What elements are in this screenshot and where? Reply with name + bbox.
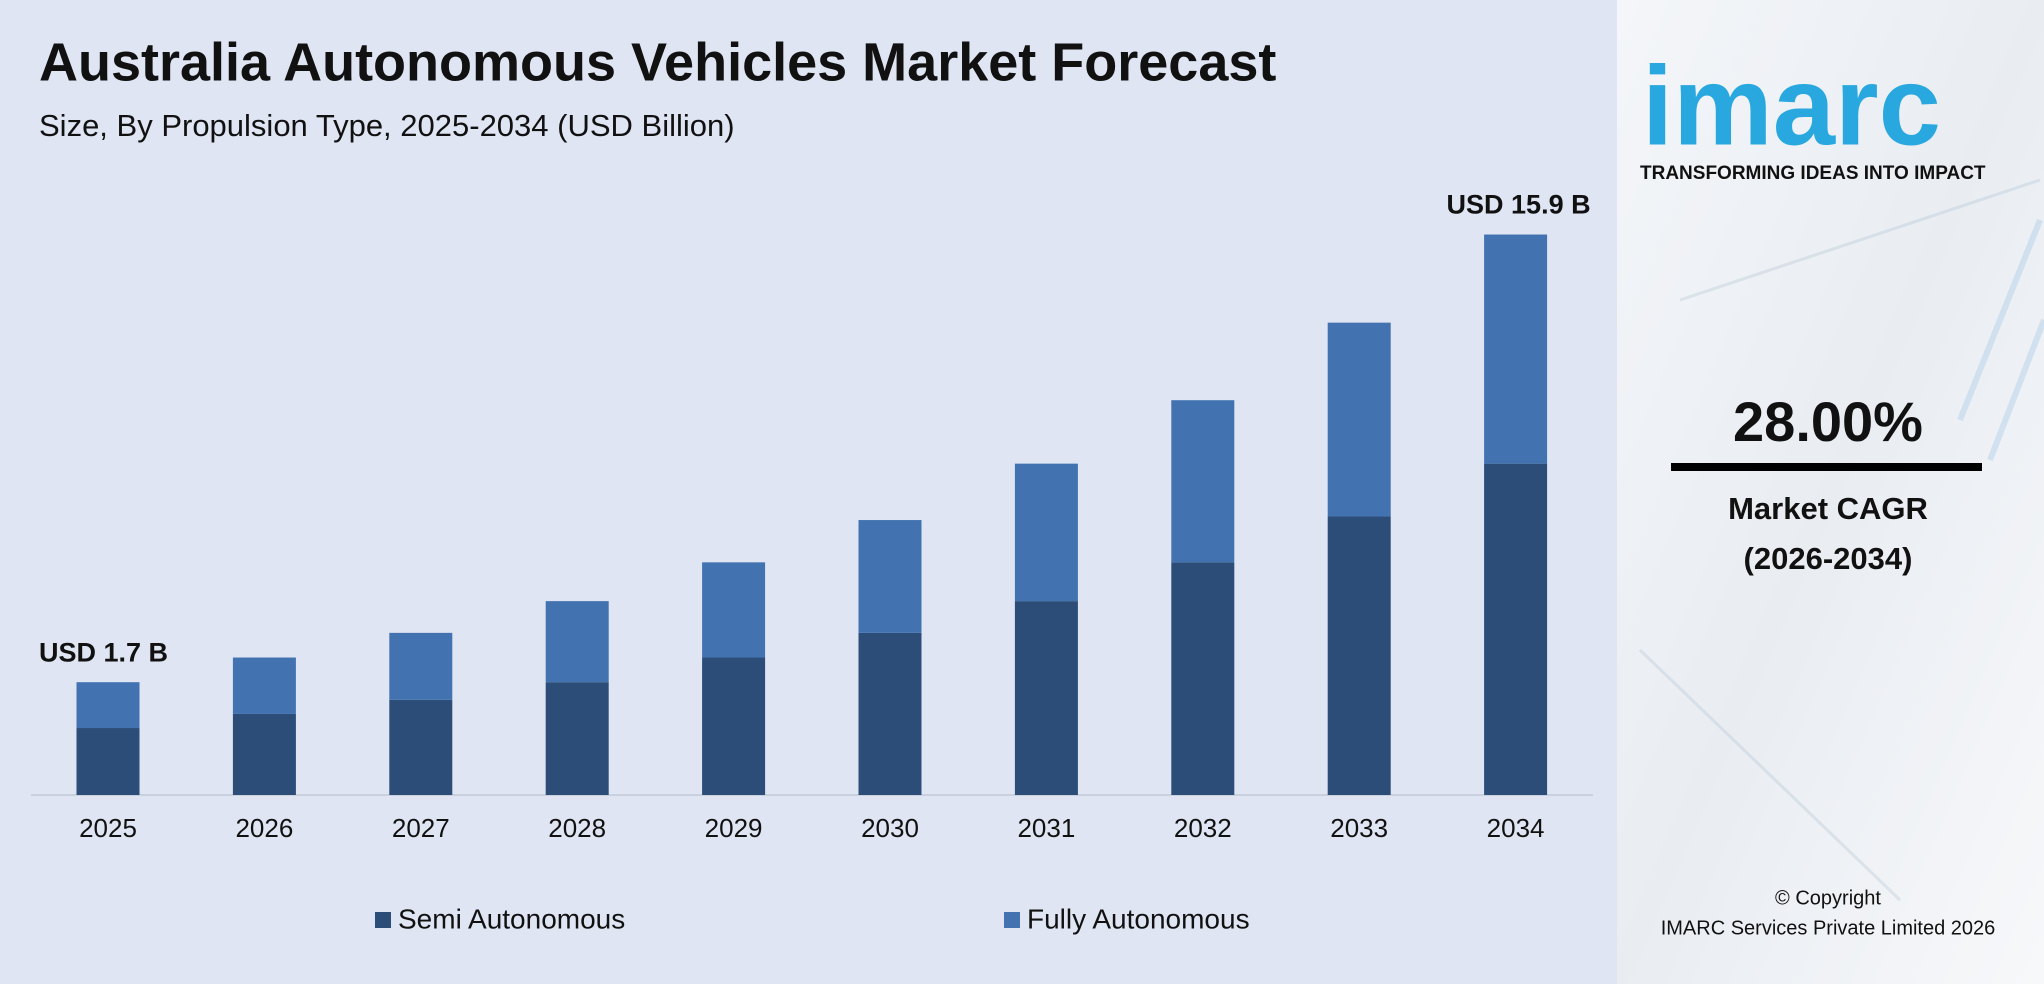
annotation: USD 1.7 B — [39, 637, 168, 667]
bar-segment — [702, 562, 766, 658]
annotation: USD 15.9 B — [1447, 190, 1591, 220]
x-tick-label: 2027 — [392, 813, 450, 843]
bar-segment — [1014, 463, 1078, 602]
side-decoration — [1638, 178, 2044, 902]
cagr-label: Market CAGR — [1728, 491, 1928, 526]
cagr-value: 28.00% — [1733, 390, 1923, 453]
x-tick-label: 2026 — [235, 813, 293, 843]
company: IMARC Services Private Limited 2026 — [1661, 917, 1996, 939]
legend-swatch — [375, 912, 391, 928]
bar-segment — [1014, 601, 1078, 795]
bar-segment — [1327, 322, 1391, 517]
tagline: TRANSFORMING IDEAS INTO IMPACT — [1640, 163, 1986, 184]
x-tick-label: 2033 — [1330, 813, 1388, 843]
bar-segment — [545, 601, 609, 683]
x-tick-label: 2030 — [861, 813, 919, 843]
bar-segment — [1171, 400, 1235, 563]
bar-segment — [1484, 234, 1548, 464]
bar-segment — [232, 713, 296, 795]
x-tick-label: 2028 — [548, 813, 606, 843]
bar-segment — [76, 728, 140, 795]
bar-segment — [232, 657, 296, 714]
x-tick-label: 2031 — [1017, 813, 1075, 843]
legend-label: Fully Autonomous — [1027, 903, 1250, 934]
copyright: © Copyright — [1775, 887, 1881, 909]
bar-segment — [702, 657, 766, 795]
x-tick-label: 2032 — [1174, 813, 1232, 843]
bar-segment — [76, 682, 140, 729]
legend-label: Semi Autonomous — [398, 903, 625, 934]
chart-subtitle: Size, By Propulsion Type, 2025-2034 (USD… — [39, 108, 735, 143]
bar-segment — [858, 520, 922, 633]
x-tick-label: 2029 — [705, 813, 763, 843]
logo: imarc — [1642, 44, 1941, 169]
bar-segment — [1171, 562, 1235, 795]
x-tick-label: 2034 — [1487, 813, 1545, 843]
bar-segment — [389, 699, 453, 795]
cagr-rule — [1671, 463, 1982, 471]
bar-segment — [1484, 463, 1548, 795]
bar-segment — [389, 632, 453, 700]
bar-segment — [545, 682, 609, 795]
side-panel — [1617, 0, 2044, 984]
chart-title: Australia Autonomous Vehicles Market For… — [39, 32, 1276, 92]
legend-swatch — [1004, 912, 1020, 928]
bar-segment — [858, 632, 922, 795]
x-tick-label: 2025 — [79, 813, 137, 843]
cagr-period: (2026-2034) — [1744, 541, 1913, 576]
bar-segment — [1327, 516, 1391, 795]
